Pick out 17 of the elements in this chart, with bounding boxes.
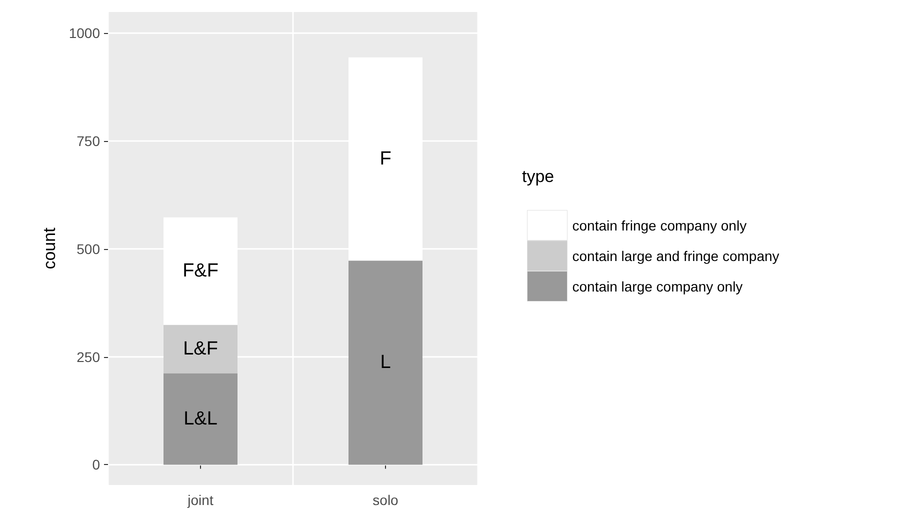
legend-label: contain large company only bbox=[572, 278, 743, 294]
data-label: L&F bbox=[183, 338, 218, 360]
data-label: L&L bbox=[184, 408, 218, 430]
legend-label: contain fringe company only bbox=[572, 217, 747, 234]
data-label: L bbox=[380, 352, 391, 374]
data-label: F&F bbox=[182, 260, 218, 282]
y-tick-label: 750 bbox=[76, 133, 100, 150]
y-tick-label: 500 bbox=[76, 240, 100, 257]
legend-label: contain large and fringe company bbox=[572, 248, 780, 264]
y-tick-label: 0 bbox=[92, 456, 100, 473]
y-tick-label: 1000 bbox=[68, 25, 100, 42]
legend-title: type bbox=[522, 167, 554, 186]
x-tick-label: solo bbox=[372, 492, 399, 508]
y-axis-title: count bbox=[40, 227, 59, 270]
data-label: F bbox=[380, 148, 392, 170]
x-tick-label: joint bbox=[186, 492, 214, 508]
y-tick-label: 250 bbox=[76, 348, 100, 365]
